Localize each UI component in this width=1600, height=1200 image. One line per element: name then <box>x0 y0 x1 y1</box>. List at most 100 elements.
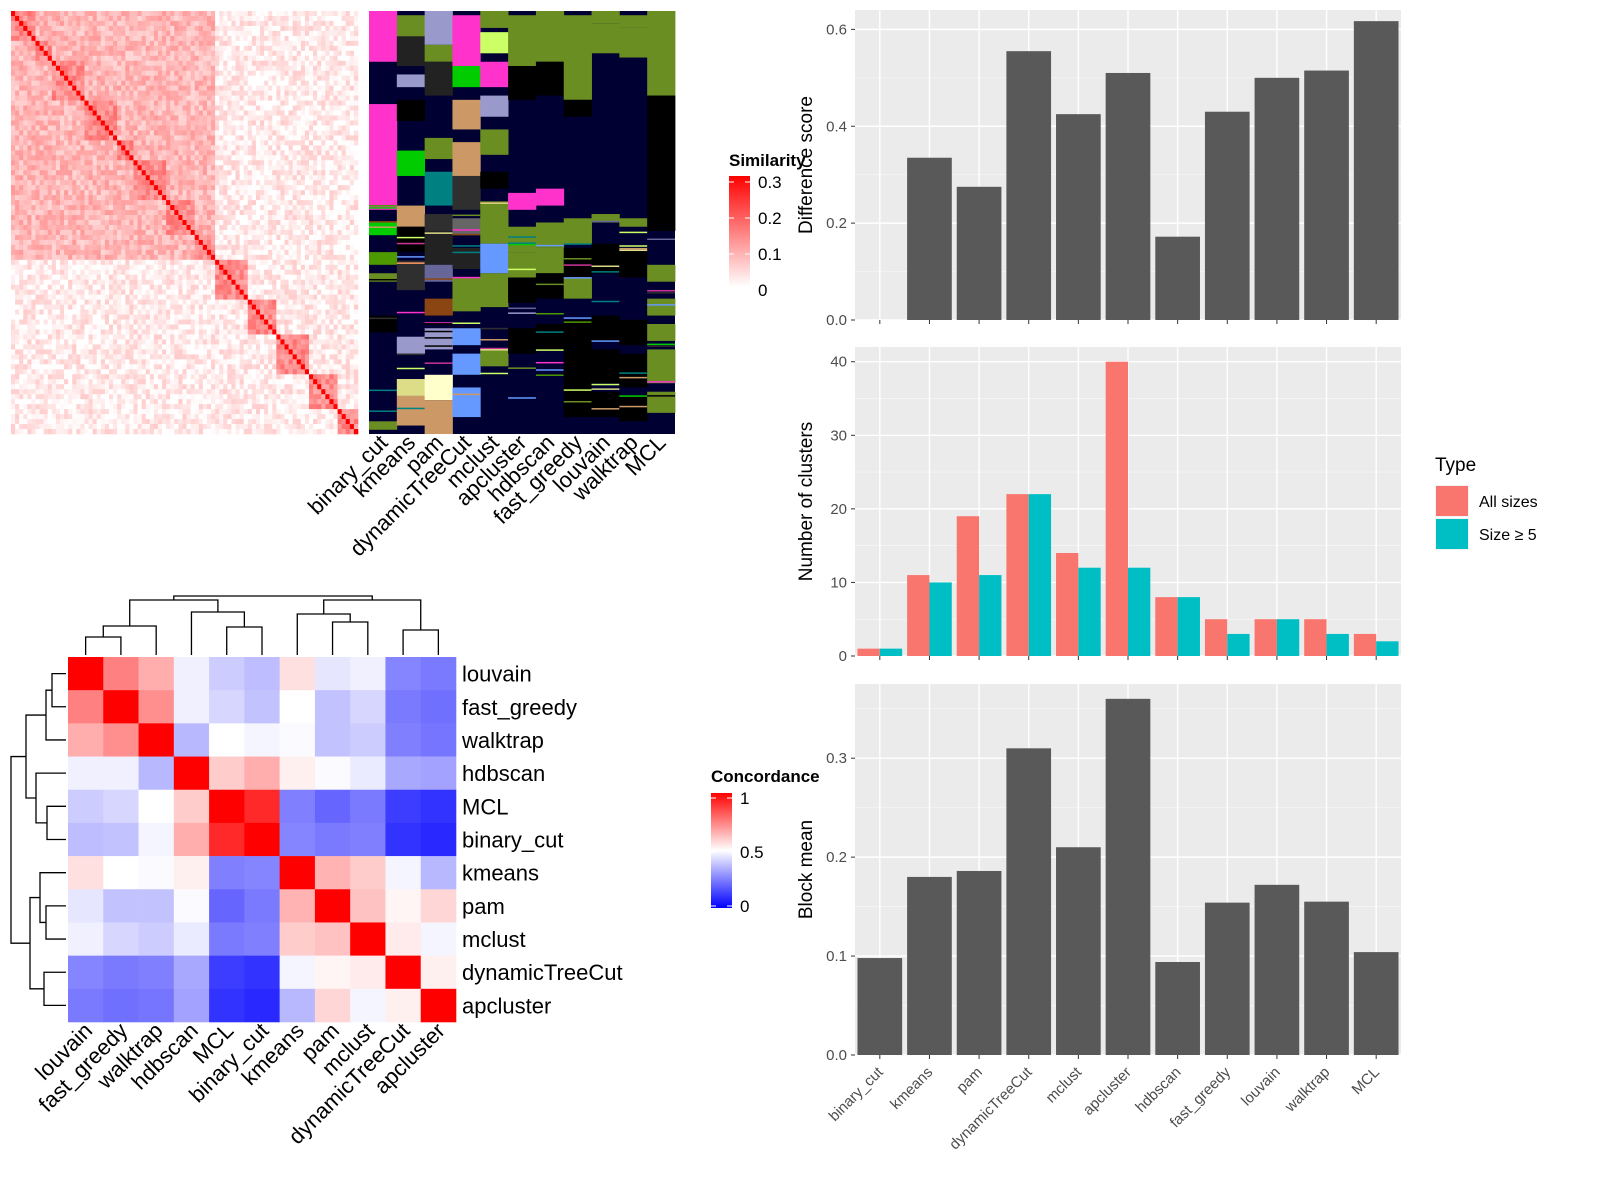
similarity-cell <box>186 80 191 86</box>
similarity-cell <box>149 11 155 17</box>
similarity-cell <box>211 115 216 121</box>
similarity-cell <box>129 85 134 91</box>
similarity-cell <box>341 234 347 241</box>
similarity-cell <box>19 145 24 151</box>
similarity-cell <box>166 299 171 305</box>
similarity-cell <box>72 120 77 126</box>
similarity-cell <box>349 190 355 196</box>
similarity-cell <box>11 289 16 295</box>
similarity-cell <box>219 289 224 295</box>
similarity-cell <box>296 105 302 111</box>
similarity-cell <box>15 90 20 96</box>
similarity-cell <box>121 210 126 216</box>
similarity-cell <box>19 155 24 161</box>
similarity-cell <box>113 105 118 111</box>
similarity-cell <box>292 100 298 106</box>
similarity-cell <box>31 259 36 266</box>
similarity-cell <box>104 45 110 52</box>
similarity-cell <box>166 234 171 241</box>
similarity-cell <box>325 135 330 141</box>
similarity-cell <box>39 95 44 101</box>
similarity-cell <box>190 110 195 116</box>
similarity-cell <box>178 65 183 72</box>
similarity-cell <box>353 205 359 211</box>
similarity-cell <box>166 60 171 67</box>
similarity-cell <box>239 200 244 206</box>
similarity-cell <box>162 30 167 37</box>
similarity-cell <box>23 110 28 116</box>
similarity-cell <box>309 50 314 57</box>
similarity-cell <box>280 45 285 52</box>
similarity-cell <box>227 115 232 121</box>
similarity-cell <box>268 80 273 86</box>
similarity-cell <box>288 120 293 126</box>
similarity-cell <box>166 269 171 276</box>
similarity-cell <box>35 11 40 17</box>
similarity-cell <box>15 205 20 211</box>
similarity-cell <box>264 269 269 276</box>
similarity-cell <box>219 85 224 91</box>
similarity-cell <box>182 90 187 96</box>
similarity-cell <box>260 254 265 261</box>
similarity-cell <box>174 40 179 47</box>
similarity-cell <box>345 35 351 42</box>
similarity-cell <box>64 40 69 47</box>
similarity-cell <box>76 244 81 251</box>
similarity-cell <box>121 20 126 27</box>
similarity-cell <box>15 170 20 176</box>
similarity-cell <box>206 35 212 42</box>
similarity-cell <box>309 150 314 156</box>
similarity-cell <box>329 264 334 271</box>
similarity-cell <box>300 30 306 37</box>
similarity-cell <box>219 259 224 266</box>
similarity-cell <box>39 160 44 166</box>
similarity-cell <box>353 140 359 146</box>
similarity-cell <box>157 11 163 17</box>
similarity-cell <box>59 140 65 146</box>
similarity-cell <box>88 299 93 305</box>
similarity-cell <box>276 190 281 196</box>
similarity-cell <box>88 244 93 251</box>
similarity-cell <box>255 284 261 290</box>
similarity-cell <box>23 210 28 216</box>
similarity-cell <box>296 185 302 191</box>
similarity-cell <box>223 274 228 281</box>
similarity-cell <box>190 229 195 236</box>
similarity-cell <box>309 55 314 62</box>
similarity-cell <box>129 55 134 62</box>
similarity-cell <box>149 60 155 67</box>
similarity-cell <box>174 170 179 176</box>
similarity-cell <box>337 95 342 101</box>
similarity-cell <box>292 70 298 76</box>
similarity-cell <box>325 269 330 276</box>
similarity-cell <box>121 170 126 176</box>
similarity-cell <box>113 294 118 300</box>
similarity-cell <box>202 155 208 161</box>
similarity-cell <box>353 105 359 111</box>
similarity-cell <box>133 130 138 136</box>
similarity-cell <box>288 125 293 131</box>
similarity-cell <box>125 20 130 27</box>
similarity-cell <box>117 50 122 57</box>
similarity-cell <box>39 40 44 47</box>
similarity-cell <box>19 239 24 246</box>
similarity-cell <box>15 175 20 181</box>
similarity-cell <box>268 65 273 72</box>
similarity-cell <box>121 135 126 141</box>
similarity-cell <box>149 180 155 186</box>
similarity-cell <box>88 190 93 196</box>
similarity-cell <box>88 140 93 146</box>
similarity-cell <box>235 105 240 111</box>
similarity-cell <box>211 175 216 181</box>
similarity-cell <box>137 80 142 86</box>
similarity-cell <box>178 284 183 290</box>
similarity-cell <box>113 200 118 206</box>
similarity-cell <box>292 274 298 281</box>
similarity-cell <box>235 224 240 231</box>
similarity-cell <box>72 229 77 236</box>
similarity-cell <box>223 155 228 161</box>
similarity-cell <box>182 195 187 201</box>
similarity-cell <box>182 155 187 161</box>
similarity-cell <box>325 165 330 171</box>
similarity-cell <box>202 229 208 236</box>
